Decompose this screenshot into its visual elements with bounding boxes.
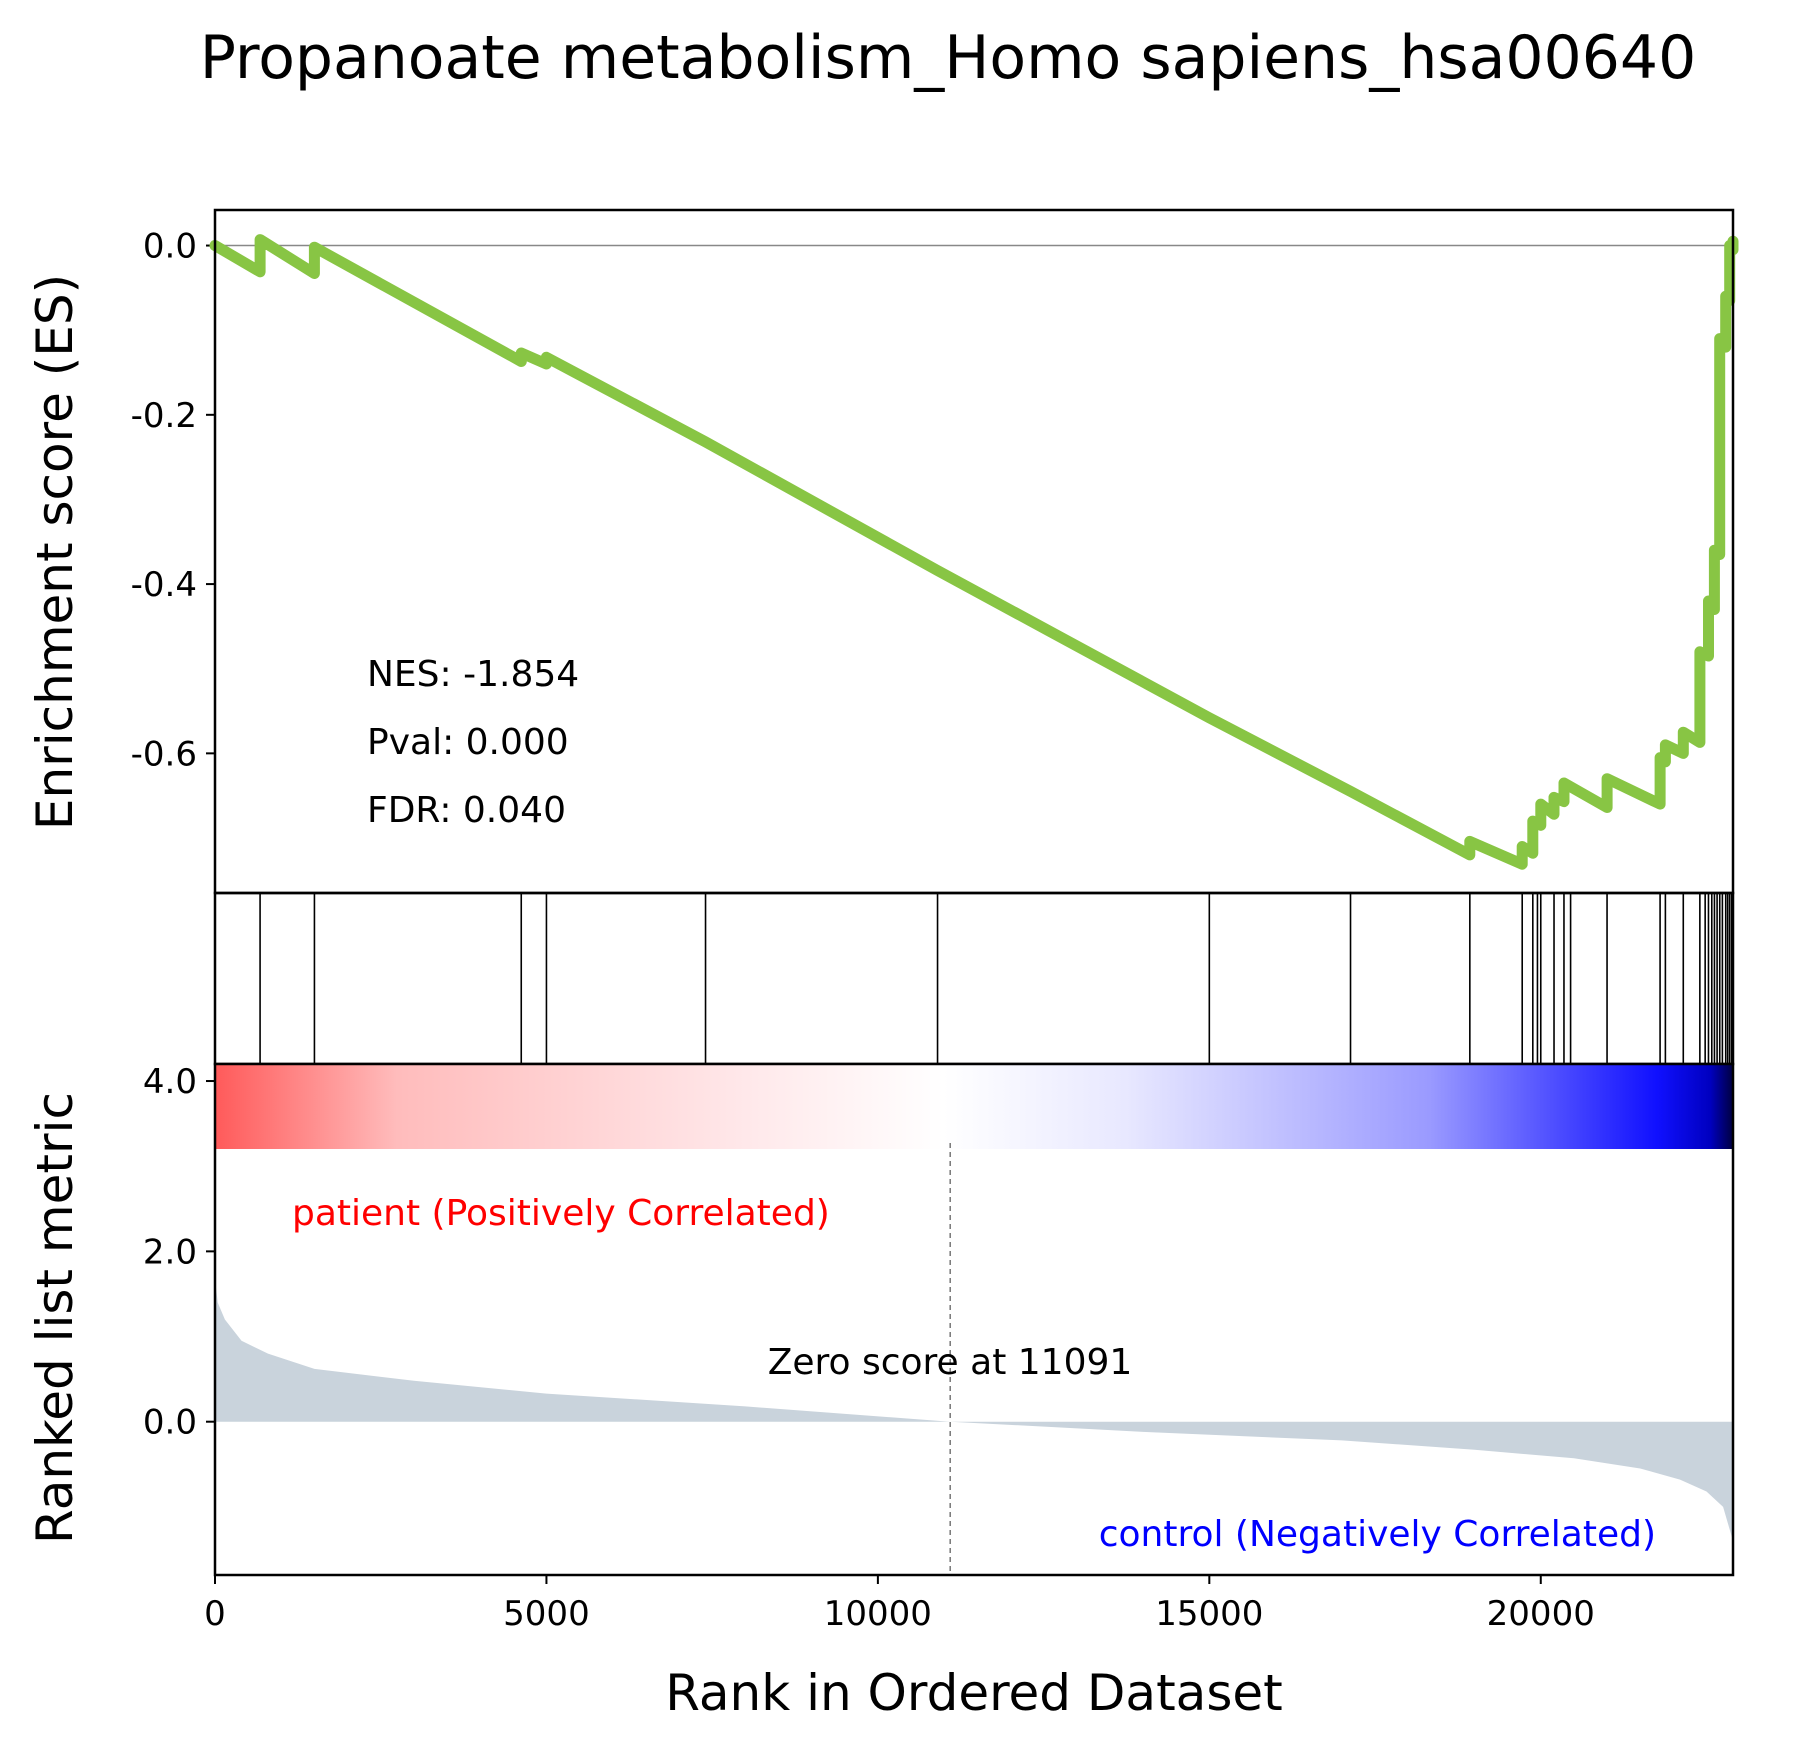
- es-y-tick-label: -0.2: [131, 396, 197, 436]
- metric-y-axis-label: Ranked list metric: [26, 1092, 84, 1544]
- x-axis-label: Rank in Ordered Dataset: [665, 1664, 1282, 1722]
- es-y-tick-label: -0.4: [131, 565, 197, 605]
- chart-title: Propanoate metabolism_Homo sapiens_hsa00…: [200, 23, 1697, 93]
- pval-stat: Pval: 0.000: [367, 722, 569, 763]
- positive-label: patient (Positively Correlated): [292, 1193, 830, 1234]
- fdr-stat: FDR: 0.040: [367, 790, 566, 831]
- metric-panel: patient (Positively Correlated) Zero sco…: [26, 1062, 1735, 1577]
- es-y-axis: 0.0 -0.2 -0.4 -0.6: [131, 227, 215, 774]
- metric-y-tick-label: 4.0: [143, 1062, 197, 1102]
- metric-y-tick-label: 2.0: [143, 1232, 197, 1272]
- es-y-axis-label: Enrichment score (ES): [26, 274, 84, 830]
- zero-score-label: Zero score at 11091: [768, 1342, 1133, 1383]
- x-tick-label: 15000: [1155, 1594, 1263, 1634]
- es-y-tick-label: 0.0: [143, 227, 197, 267]
- negative-label: control (Negatively Correlated): [1099, 1514, 1656, 1555]
- x-tick-label: 5000: [503, 1594, 590, 1634]
- hits-panel-frame: [213, 891, 1735, 1066]
- nes-stat: NES: -1.854: [367, 654, 579, 695]
- metric-y-tick-label: 0.0: [143, 1403, 197, 1443]
- hits-panel: [213, 891, 1735, 1066]
- x-axis: 0 5000 10000 15000 20000: [204, 1575, 1595, 1634]
- es-panel: 0.0-0.2-0.4-0.6 NES: -1.854 Pval: 0.000 …: [26, 208, 1739, 895]
- es-line: [209, 234, 1739, 870]
- ranked-metric-area: [215, 1278, 1733, 1541]
- metric-y-axis: 4.0 2.0 0.0: [143, 1062, 215, 1443]
- x-tick-label: 20000: [1487, 1594, 1595, 1634]
- es-y-tick-label: -0.6: [131, 734, 197, 774]
- gene-hit-lines: [259, 893, 1733, 1064]
- rank-color-bar: [215, 1064, 1733, 1149]
- x-tick-label: 0: [204, 1594, 226, 1634]
- x-tick-label: 10000: [824, 1594, 932, 1634]
- metric-panel-frame: [213, 1062, 1735, 1577]
